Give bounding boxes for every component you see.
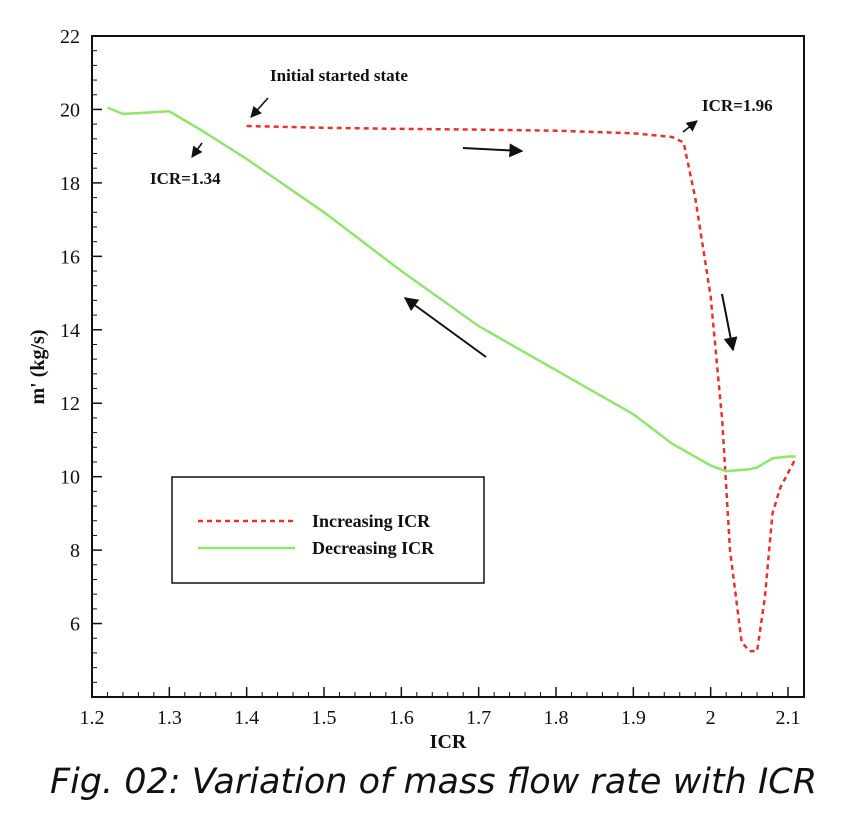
series-line-increasing-icr	[246, 124, 797, 653]
arrow-icr-196	[682, 120, 698, 133]
y-tick-label: 22	[60, 26, 80, 48]
legend: Increasing ICR Decreasing ICR	[171, 476, 485, 584]
x-tick-label: 1.7	[466, 707, 491, 729]
legend-box	[171, 476, 485, 584]
y-tick-label: 18	[60, 173, 80, 195]
arrow-initial-state	[250, 97, 269, 118]
y-tick-label: 8	[70, 540, 80, 562]
axis-ticks: 1.2 1.3 1.4 1.5 1.6 1.7 1.8 1.9 2 2.1 6 8 10 12 14 16 18…	[60, 26, 804, 729]
y-tick-label: 12	[60, 393, 80, 415]
y-axis-title: m' (kg/s)	[27, 330, 49, 405]
legend-label-decreasing: Decreasing ICR	[312, 538, 435, 558]
y-tick-label: 16	[60, 246, 80, 268]
y-tick-label: 10	[60, 467, 80, 489]
series-line-decreasing-icr	[107, 106, 796, 473]
annotation-icr-134: ICR=1.34	[150, 169, 221, 188]
figure-caption: Fig. 02: Variation of mass flow rate wit…	[49, 762, 818, 802]
direction-arrow-up-left	[403, 297, 487, 358]
x-tick-label: 1.5	[312, 707, 337, 729]
x-tick-label: 1.8	[544, 707, 569, 729]
arrow-icr-134	[191, 142, 203, 158]
x-tick-label: 1.2	[80, 707, 105, 729]
direction-arrow-right	[462, 143, 524, 158]
x-tick-label: 1.3	[157, 707, 182, 729]
annotation-initial-state: Initial started state	[270, 66, 408, 85]
x-tick-label: 1.4	[234, 707, 259, 729]
annotation-icr-196: ICR=1.96	[702, 96, 773, 115]
plot-frame	[91, 35, 805, 698]
legend-label-increasing: Increasing ICR	[312, 511, 431, 531]
x-tick-label: 2	[706, 707, 716, 729]
y-tick-label: 20	[60, 99, 80, 121]
series-layer	[107, 106, 797, 653]
x-tick-label: 1.6	[389, 707, 414, 729]
x-tick-label: 2.1	[776, 707, 801, 729]
y-tick-label: 14	[60, 320, 80, 342]
direction-arrow-down	[721, 293, 738, 352]
x-tick-label: 1.9	[621, 707, 646, 729]
y-tick-label: 6	[70, 614, 80, 636]
chart: 1.2 1.3 1.4 1.5 1.6 1.7 1.8 1.9 2 2.1 6 8 10 12 14 16 18…	[27, 26, 805, 753]
x-axis-title: ICR	[430, 731, 467, 753]
